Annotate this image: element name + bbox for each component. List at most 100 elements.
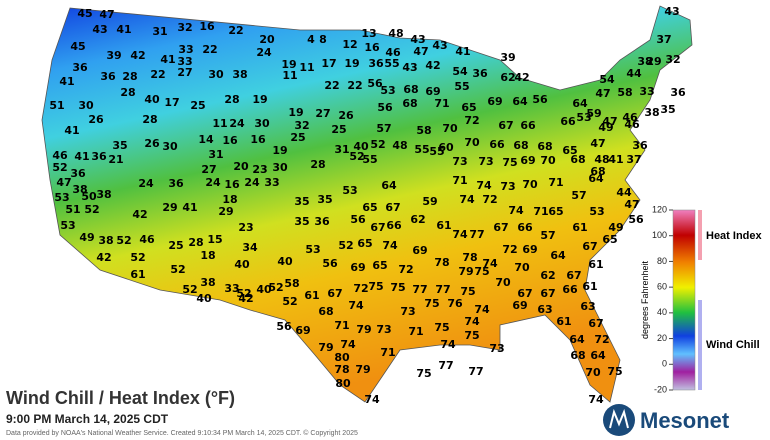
- station-value: 64: [569, 333, 585, 346]
- station-value: 38: [200, 276, 215, 289]
- station-value: 64: [590, 349, 606, 362]
- station-value: 74: [348, 299, 364, 312]
- station-value: 25: [190, 99, 205, 112]
- station-value: 31: [152, 25, 167, 38]
- station-value: 53: [342, 184, 357, 197]
- station-value: 25: [168, 239, 183, 252]
- station-value: 57: [376, 122, 391, 135]
- station-value: 52: [349, 150, 364, 163]
- station-value: 33: [177, 55, 192, 68]
- station-value: 64: [572, 97, 588, 110]
- station-value: 65: [548, 205, 563, 218]
- station-value: 24: [205, 176, 221, 189]
- station-value: 77: [468, 365, 483, 378]
- station-value: 36: [100, 70, 116, 83]
- station-value: 68: [570, 349, 585, 362]
- station-value: 47: [595, 87, 610, 100]
- station-value: 21: [108, 153, 123, 166]
- station-value: 19: [272, 144, 287, 157]
- station-value: 30: [162, 140, 178, 153]
- tick-label: 60: [657, 282, 667, 292]
- station-value: 75: [460, 285, 475, 298]
- station-value: 47: [99, 8, 114, 21]
- tick-label: 0: [662, 359, 667, 369]
- station-value: 74: [476, 179, 492, 192]
- station-value: 32: [665, 53, 680, 66]
- station-value: 58: [416, 124, 431, 137]
- station-value: 31: [334, 143, 349, 156]
- station-value: 52: [84, 203, 99, 216]
- station-value: 41: [455, 45, 470, 58]
- station-value: 74: [508, 204, 524, 217]
- station-value: 65: [372, 259, 387, 272]
- station-value: 23: [252, 163, 267, 176]
- station-value: 47: [56, 176, 71, 189]
- station-value: 48: [594, 153, 609, 166]
- station-value: 64: [550, 249, 566, 262]
- station-value: 46: [52, 149, 68, 162]
- station-value: 52: [130, 251, 145, 264]
- station-value: 48: [392, 139, 407, 152]
- station-value: 43: [410, 33, 425, 46]
- tick-label: 40: [657, 307, 667, 317]
- station-value: 17: [164, 96, 179, 109]
- station-value: 67: [588, 317, 603, 330]
- station-value: 79: [318, 341, 333, 354]
- station-value: 68: [318, 305, 333, 318]
- station-value: 58: [284, 277, 299, 290]
- logo-mark: [609, 408, 629, 429]
- station-value: 38: [96, 188, 111, 201]
- station-value: 61: [582, 280, 597, 293]
- station-value: 35: [294, 195, 309, 208]
- station-value: 79: [458, 265, 473, 278]
- station-value: 28: [142, 113, 157, 126]
- chill-label: Wind Chill: [706, 339, 760, 351]
- station-value: 46: [139, 233, 155, 246]
- station-value: 22: [202, 43, 217, 56]
- station-value: 11: [299, 61, 314, 74]
- station-value: 43: [432, 39, 447, 52]
- station-value: 79: [355, 363, 370, 376]
- station-value: 41: [64, 124, 79, 137]
- station-value: 70: [495, 276, 511, 289]
- station-value: 75: [502, 156, 517, 169]
- station-value: 40: [196, 292, 212, 305]
- station-value: 74: [364, 393, 380, 406]
- station-value: 33: [639, 85, 654, 98]
- station-value: 12: [342, 38, 357, 51]
- station-value: 70: [464, 136, 480, 149]
- station-value: 55: [362, 153, 377, 166]
- station-value: 53: [54, 191, 69, 204]
- station-value: 42: [132, 208, 147, 221]
- station-value: 52: [268, 281, 283, 294]
- station-value: 72: [398, 263, 413, 276]
- station-value: 59: [586, 107, 601, 120]
- station-value: 37: [656, 33, 671, 46]
- station-value: 65: [562, 144, 577, 157]
- station-value: 62: [500, 71, 515, 84]
- station-value: 70: [514, 261, 530, 274]
- station-value: 56: [628, 213, 644, 226]
- station-value: 25: [290, 131, 305, 144]
- station-value: 66: [560, 115, 576, 128]
- station-value: 74: [464, 315, 480, 328]
- station-value: 61: [436, 219, 451, 232]
- logo-text: Mesonet: [640, 408, 730, 433]
- station-value: 64: [588, 172, 604, 185]
- title: Wind Chill / Heat Index (°F): [6, 388, 235, 408]
- station-value: 24: [229, 117, 245, 130]
- tick-label: 120: [652, 204, 667, 214]
- station-value: 54: [452, 65, 468, 78]
- station-value: 72: [502, 243, 517, 256]
- station-value: 46: [385, 46, 401, 59]
- station-value: 69: [512, 299, 527, 312]
- station-value: 71: [533, 205, 548, 218]
- station-value: 50: [81, 190, 97, 203]
- station-value: 61: [588, 258, 603, 271]
- station-value: 28: [188, 236, 203, 249]
- station-value: 36: [632, 139, 648, 152]
- station-value: 38: [232, 68, 247, 81]
- station-value: 77: [469, 228, 484, 241]
- station-value: 26: [338, 109, 354, 122]
- station-value: 74: [459, 193, 475, 206]
